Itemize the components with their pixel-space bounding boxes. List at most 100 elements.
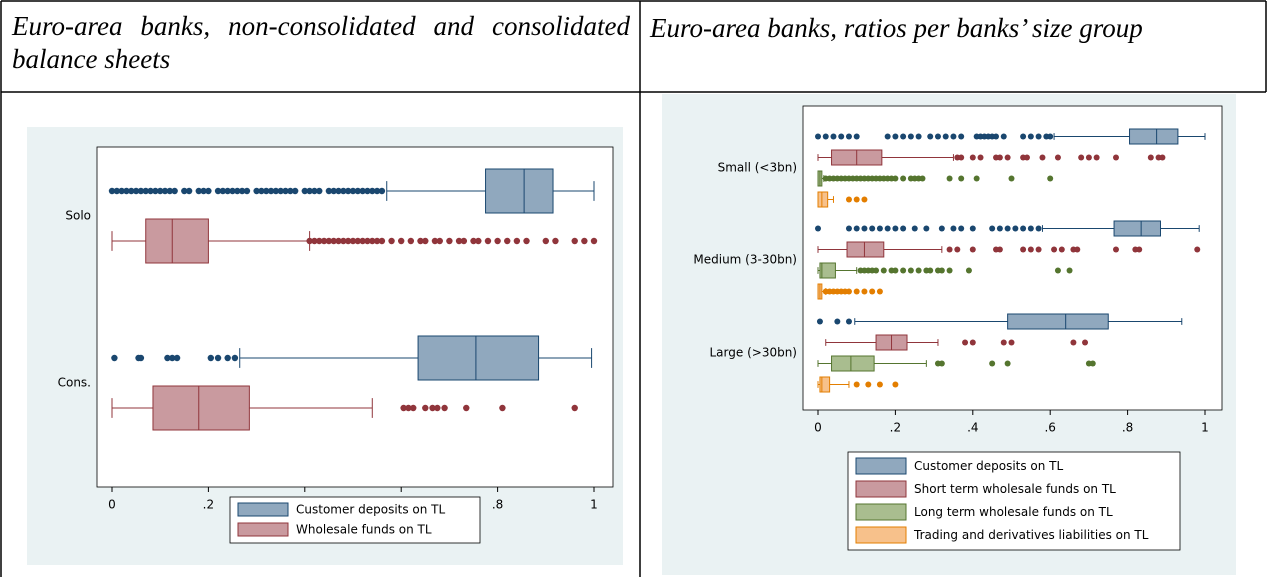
outlier [335, 187, 342, 195]
outlier [892, 225, 899, 232]
outlier [354, 187, 362, 195]
outlier [1085, 154, 1092, 161]
outlier [219, 187, 227, 195]
outlier [316, 237, 323, 245]
outlier [378, 187, 386, 195]
outlier [400, 404, 407, 412]
outlier [822, 133, 829, 140]
outlier [815, 225, 821, 232]
outlier [484, 237, 492, 245]
x-tick-label: 0 [108, 498, 116, 512]
outlier [282, 187, 289, 195]
legend-swatch [855, 480, 907, 498]
box [846, 241, 885, 258]
outlier [398, 237, 405, 245]
outlier [942, 133, 949, 140]
outlier [1012, 225, 1019, 232]
outlier [1004, 360, 1011, 367]
outlier [946, 175, 953, 182]
outlier [369, 187, 376, 195]
outlier [1004, 154, 1011, 161]
outlier [1047, 133, 1054, 140]
outlier [1020, 246, 1027, 253]
outlier [1136, 246, 1143, 253]
legend-label: Customer deposits on TL [296, 503, 446, 517]
outlier [834, 318, 841, 325]
outlier [571, 404, 578, 412]
outlier [958, 154, 965, 161]
outlier [1058, 246, 1065, 253]
legend-label: Trading and derivatives liabilities on T… [913, 528, 1149, 542]
box [831, 355, 875, 372]
outlier [340, 237, 347, 245]
outlier [422, 404, 429, 412]
box [417, 335, 540, 381]
outlier [405, 404, 412, 412]
outlier [915, 133, 922, 140]
outlier [934, 133, 941, 140]
legend-swatch [855, 457, 907, 475]
outlier [838, 133, 845, 140]
outlier [1020, 225, 1027, 232]
outlier [915, 267, 922, 274]
outlier [504, 237, 511, 245]
outlier [1112, 246, 1119, 253]
outlier [1089, 360, 1096, 367]
outlier [907, 267, 914, 274]
outlier [118, 187, 125, 195]
outlier [147, 187, 154, 195]
outlier [946, 246, 953, 253]
outlier [958, 133, 965, 140]
outlier [349, 237, 357, 245]
outlier [311, 237, 318, 245]
category-label: Large (>30bn) [710, 346, 798, 360]
outlier [892, 267, 899, 274]
outlier [152, 187, 159, 195]
outlier [1194, 246, 1201, 253]
outlier [173, 354, 181, 362]
outlier [364, 237, 371, 245]
outlier [552, 237, 559, 245]
outlier [431, 237, 439, 245]
outlier [892, 381, 899, 388]
category-label: Small (<3bn) [718, 161, 797, 175]
outlier [388, 237, 395, 245]
outlier [1147, 154, 1154, 161]
outlier [181, 187, 188, 195]
header-cell: Euro-area banks, non-consolidated and co… [12, 11, 630, 74]
outlier [137, 187, 145, 195]
outlier [845, 225, 852, 232]
outlier [892, 133, 899, 140]
outlier [164, 354, 171, 362]
box [1007, 313, 1109, 330]
outlier [1054, 154, 1061, 161]
outlier [876, 288, 883, 295]
outlier [845, 196, 852, 203]
outlier [950, 225, 957, 232]
outlier [523, 237, 530, 245]
outlier [335, 237, 342, 245]
outlier [205, 187, 212, 195]
outlier [195, 187, 202, 195]
x-tick-label: .2 [203, 498, 214, 512]
outlier [214, 187, 222, 195]
outlier [946, 267, 953, 274]
outlier [306, 187, 313, 195]
outlier [923, 225, 930, 232]
outlier [884, 133, 891, 140]
outlier [1054, 267, 1061, 274]
x-tick-label: .6 [1044, 421, 1055, 435]
outlier [263, 187, 270, 195]
outlier [460, 237, 468, 245]
outlier [861, 288, 868, 295]
outlier [869, 288, 876, 295]
outlier [287, 187, 294, 195]
outlier [207, 354, 215, 362]
outlier [429, 404, 436, 412]
outlier [830, 133, 837, 140]
outlier [1008, 339, 1015, 346]
outlier [816, 318, 823, 325]
outlier [900, 267, 907, 274]
outlier [1023, 154, 1030, 161]
outlier [1082, 339, 1089, 346]
